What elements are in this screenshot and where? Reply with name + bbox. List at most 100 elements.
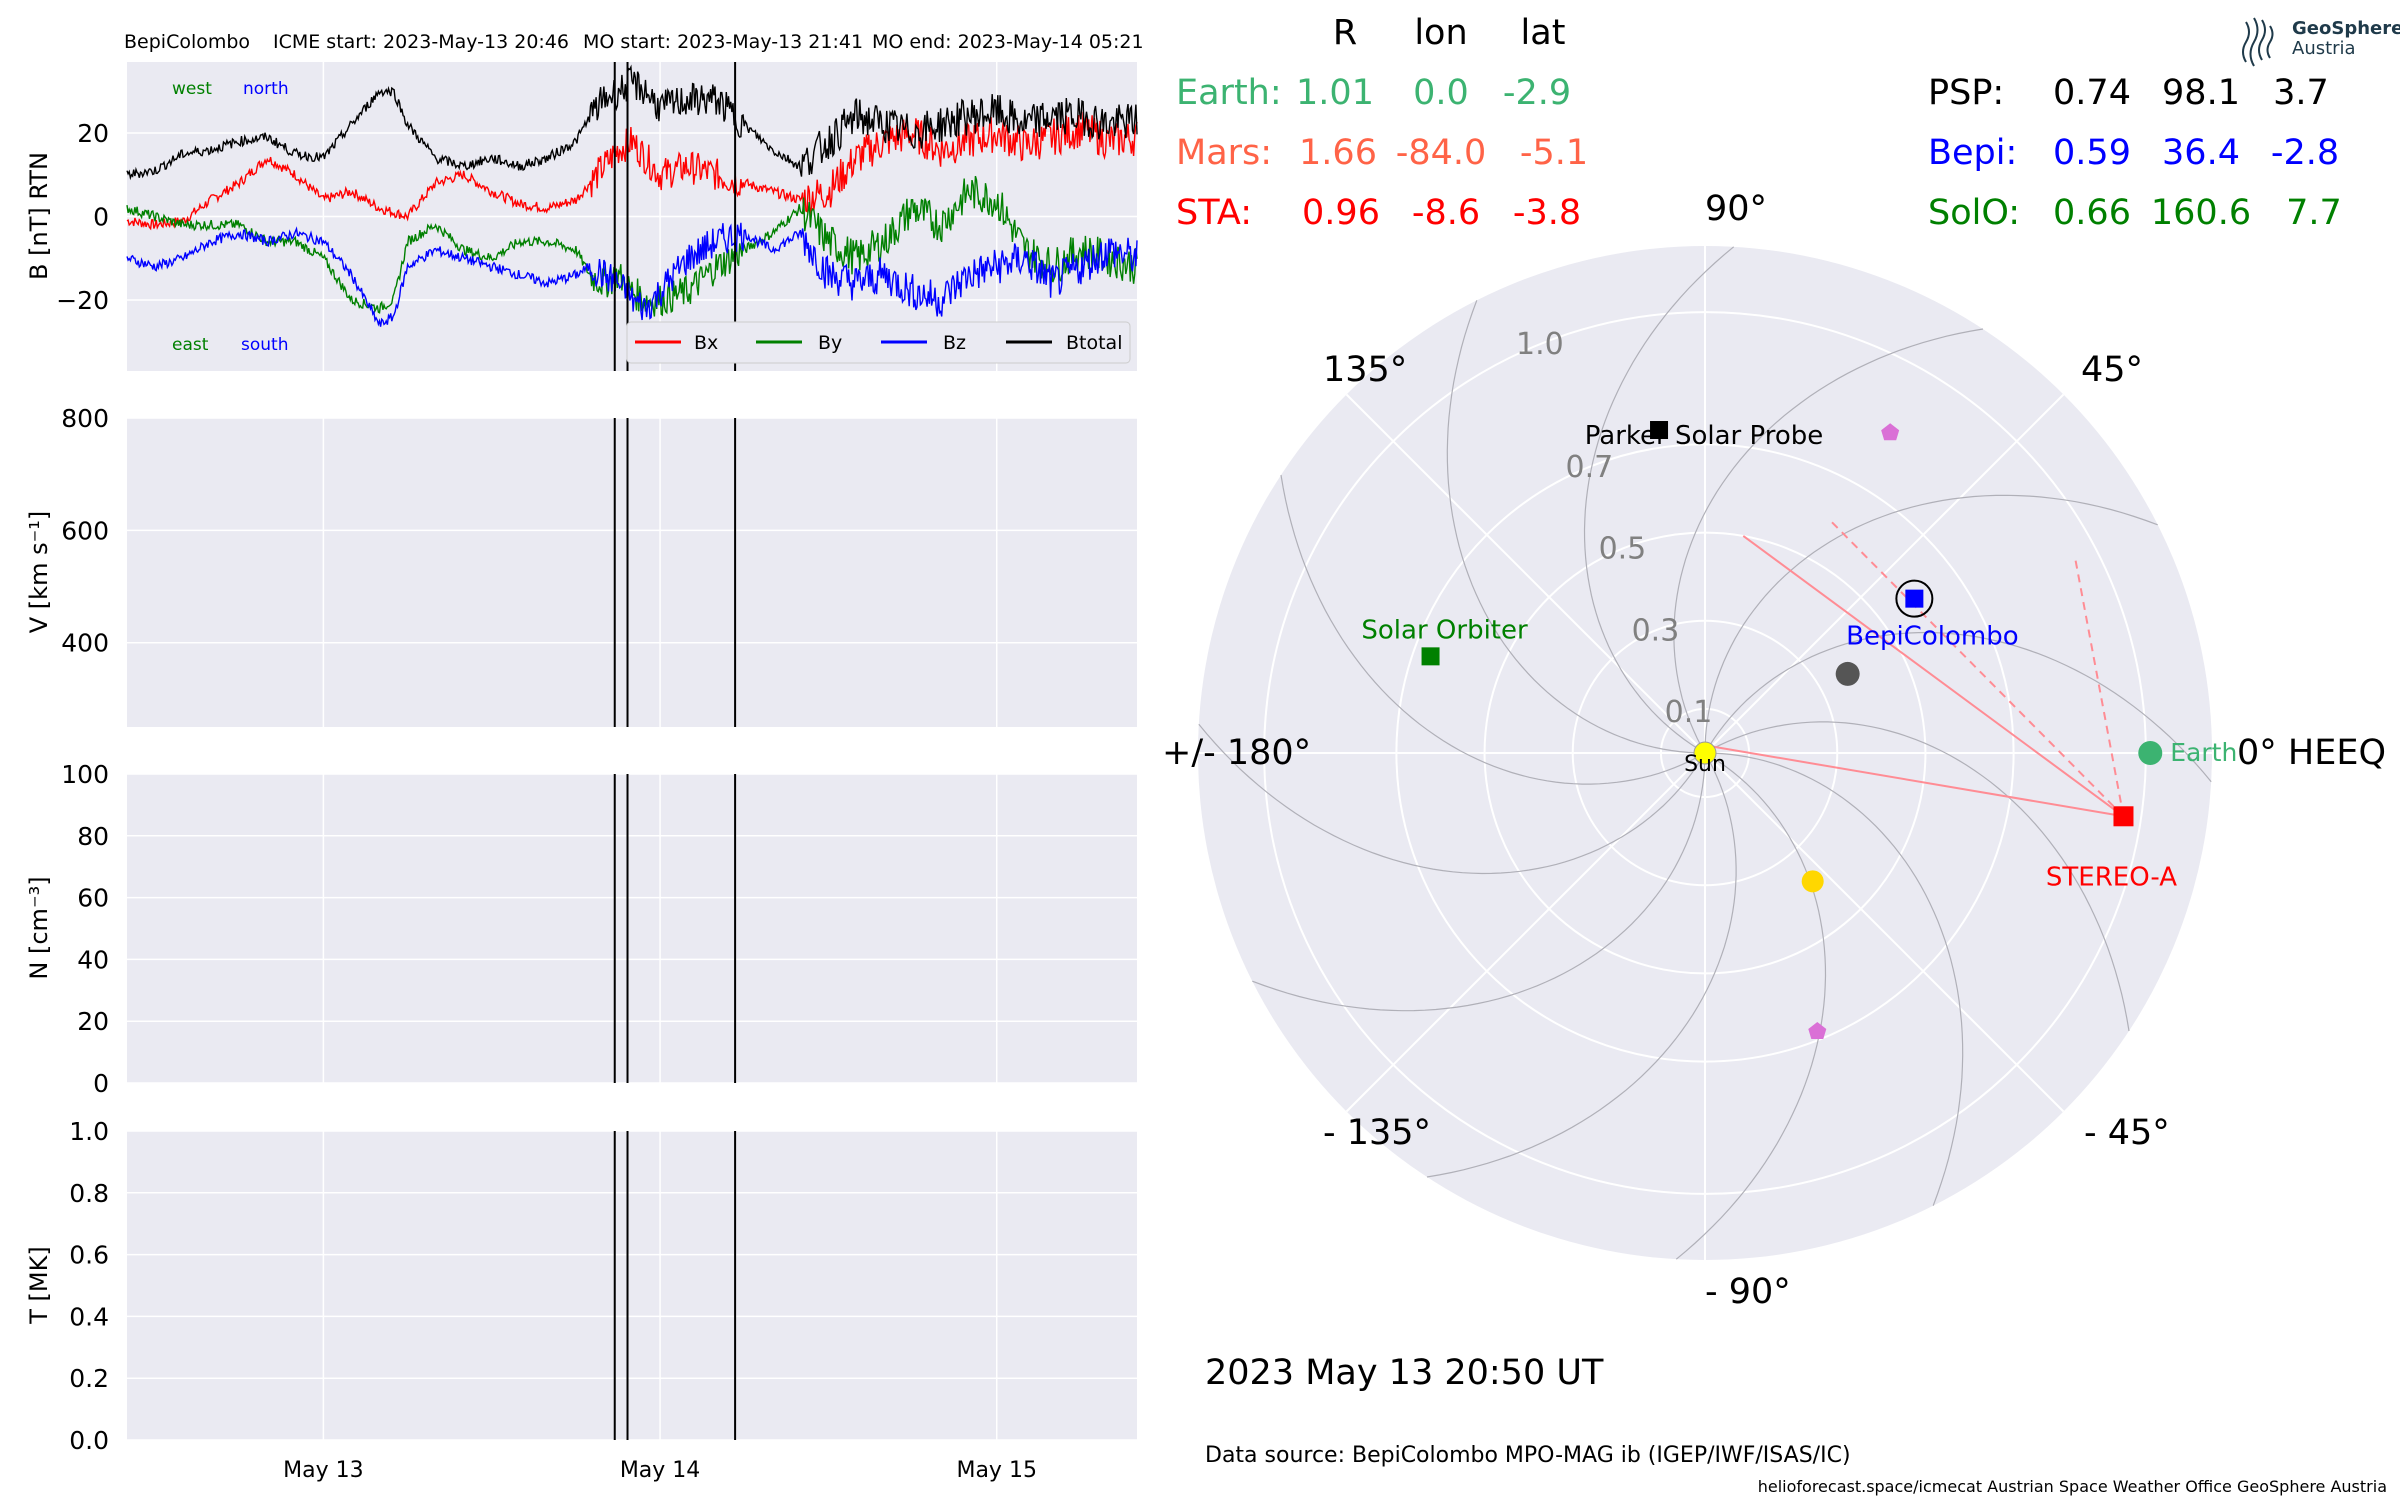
angle-label-180: +/- 180° — [1162, 733, 1311, 773]
panel-n-grid — [127, 773, 1137, 1084]
panel-t-background — [127, 1131, 1137, 1440]
radial-tick-label: 1.0 — [1516, 327, 1564, 362]
sta-lat: -3.8 — [1513, 193, 1581, 233]
earth-r: 1.01 — [1296, 73, 1374, 113]
parker-spiral-line — [1426, 752, 1737, 1178]
ytick-label: 800 — [61, 404, 109, 433]
table-row-mars: Mars: 1.66 -84.0 -5.1 — [1176, 133, 1588, 173]
angle-label-minus90: - 90° — [1705, 1272, 1791, 1312]
angle-label-135: 135° — [1323, 350, 1407, 390]
sun-marker — [1693, 741, 1717, 765]
panel-t: 1.0 0.8 0.6 0.4 0.2 0.0 May 13 May 14 May 15 T … — [25, 1117, 1137, 1483]
fov-line — [1742, 535, 2125, 818]
mars-r: 1.66 — [1299, 133, 1377, 173]
table-row-sta: STA: 0.96 -8.6 -3.8 — [1176, 193, 1581, 233]
psp-name: PSP: — [1928, 73, 2004, 113]
polar-grid — [1198, 246, 2212, 1260]
angle-label-minus135: - 135° — [1323, 1113, 1431, 1153]
fov-line — [1710, 745, 2124, 818]
bepi-r: 0.59 — [2053, 133, 2131, 173]
bepi-label: BepiColombo — [1846, 622, 2019, 652]
bepi-lat: -2.8 — [2271, 133, 2339, 173]
panel-t-grid — [127, 1130, 1137, 1441]
parker-spiral-line — [1446, 300, 1706, 754]
legend-box — [626, 321, 1131, 364]
header-mo-end: MO end: 2023-May-14 05:21 — [872, 31, 1144, 53]
radial-tick-label: 0.3 — [1632, 613, 1680, 648]
ytick-label: 40 — [77, 945, 109, 974]
solo-lon: 160.6 — [2151, 193, 2251, 233]
sta-r: 0.96 — [1302, 193, 1380, 233]
radial-tick-label: 0.7 — [1566, 450, 1614, 485]
panel-v-ylabel: V [km s⁻¹] — [25, 511, 53, 633]
angle-label-0: 0° HEEQ — [2237, 733, 2386, 773]
ytick-label: 0 — [93, 203, 109, 232]
solo-r: 0.66 — [2053, 193, 2131, 233]
ytick-label: −20 — [56, 286, 109, 315]
planet-marker-violet-south — [1808, 1021, 1827, 1039]
parker-spiral-line — [1198, 723, 1706, 875]
ytick-label: 80 — [77, 822, 109, 851]
ytick-label: 600 — [61, 516, 109, 545]
psp-label: Parker Solar Probe — [1585, 421, 1823, 451]
panel-n-background — [127, 774, 1137, 1083]
ytick-label: 0.8 — [69, 1179, 109, 1208]
xtick-label: May 15 — [956, 1458, 1036, 1483]
label-south: south — [241, 335, 288, 355]
angle-label-45: 45° — [2081, 350, 2143, 390]
panel-n-ylabel: N [cm⁻³] — [25, 876, 53, 979]
table-header-lon: lon — [1414, 13, 1467, 53]
logo-line1: GeoSphere — [2292, 18, 2400, 39]
ytick-label: 60 — [77, 884, 109, 913]
parker-spiral-line — [1675, 752, 1827, 1260]
legend-bx-label: Bx — [694, 332, 718, 354]
psp-r: 0.74 — [2053, 73, 2131, 113]
planet-marker-grey — [1835, 661, 1860, 686]
ytick-label: 100 — [61, 760, 109, 789]
insitu-header: BepiColombo ICME start: 2023-May-13 20:4… — [124, 31, 1144, 53]
polar-angle-labels: 0° HEEQ 45° 90° 135° +/- 180° - 135° - 9… — [1162, 189, 2386, 1312]
series-line-bx — [126, 111, 1138, 231]
panel-b: 200−20 B [nT] RTN west north east south … — [25, 62, 1138, 371]
panel-n-yticks: 100 80 60 40 20 0 — [61, 760, 109, 1098]
fov-line — [2073, 556, 2125, 817]
header-icme-start: ICME start: 2023-May-13 20:46 — [273, 31, 569, 53]
bepi-marker — [1905, 589, 1924, 608]
panel-v-background — [127, 418, 1137, 727]
solo-marker — [1421, 647, 1440, 666]
xtick-label: May 13 — [283, 1458, 363, 1483]
parker-spiral-line — [1280, 474, 1706, 785]
panel-n: 100 80 60 40 20 0 N [cm⁻³] — [25, 760, 1137, 1098]
earth-label: Earth — [2170, 738, 2237, 767]
ytick-label: 0.4 — [69, 1302, 109, 1331]
panel-b-series — [126, 64, 1138, 327]
radial-tick-label: 0.1 — [1665, 695, 1713, 730]
legend-bz-label: Bz — [943, 332, 966, 354]
panel-n-event-lines — [613, 774, 737, 1083]
bepi-name: Bepi: — [1928, 133, 2017, 173]
stereo-a-marker — [2113, 806, 2134, 827]
ytick-label: 1.0 — [69, 1117, 109, 1146]
logo-icon — [2242, 17, 2274, 67]
panel-v-yticks: 800 600 400 — [61, 404, 109, 658]
planet-marker-yellow — [1801, 870, 1824, 893]
position-table: R lon lat Earth: 1.01 0.0 -2.9 Mars: 1.6… — [1176, 13, 2342, 233]
credits: helioforecast.space/icmecat Austrian Spa… — [1758, 1477, 2387, 1496]
legend-by-label: By — [818, 332, 842, 354]
sta-lon: -8.6 — [1412, 193, 1480, 233]
legend-btotal-label: Btotal — [1066, 332, 1122, 354]
header-spacecraft: BepiColombo — [124, 31, 250, 53]
panel-t-yticks: 1.0 0.8 0.6 0.4 0.2 0.0 — [69, 1117, 109, 1455]
parker-spirals — [1198, 246, 2212, 1260]
angle-label-90: 90° — [1705, 189, 1767, 229]
ytick-label: 400 — [61, 629, 109, 658]
label-north: north — [243, 79, 289, 99]
logo-line2: Austria — [2292, 38, 2356, 59]
parker-spiral-line — [1252, 752, 1706, 1012]
label-east: east — [172, 335, 209, 355]
panel-v: 800 600 400 V [km s⁻¹] — [25, 404, 1137, 727]
ytick-label: 20 — [77, 1007, 109, 1036]
timestamp: 2023 May 13 20:50 UT — [1205, 1353, 1604, 1393]
mars-name: Mars: — [1176, 133, 1272, 173]
